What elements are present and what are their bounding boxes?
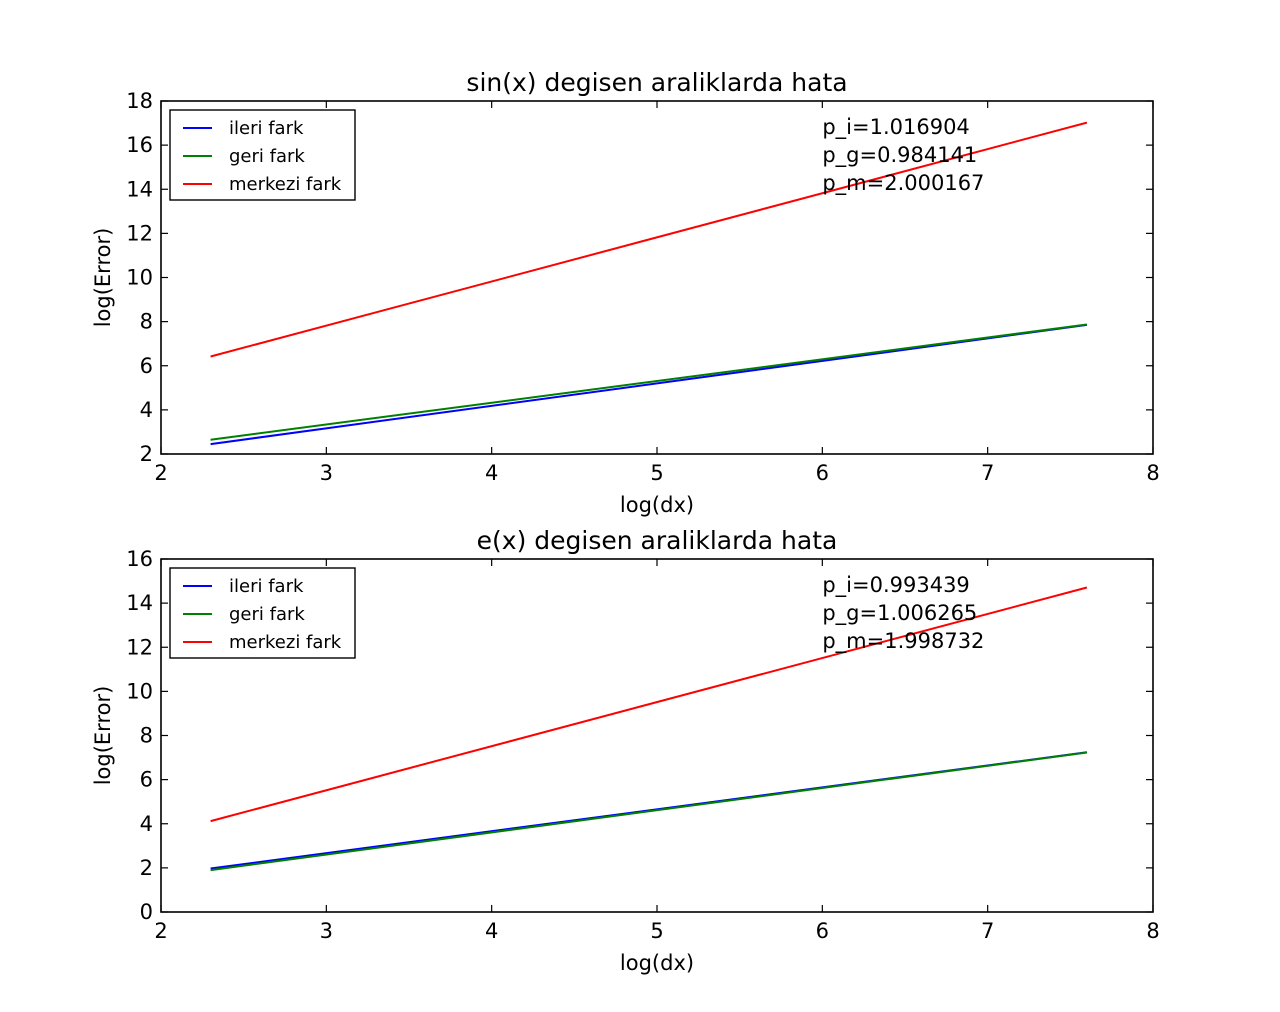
legend: ileri fark geri fark merkezi fark (169, 109, 356, 201)
y-tick-label: 16 (126, 133, 153, 157)
y-tick-label: 6 (140, 354, 153, 378)
annotation-text: p_g=1.006265 (822, 601, 977, 626)
y-tick-label: 12 (126, 221, 153, 245)
y-tick-label: 10 (126, 679, 153, 703)
y-tick-label: 2 (140, 856, 153, 880)
x-tick-label: 2 (154, 919, 167, 943)
y-tick-label: 12 (126, 635, 153, 659)
chart-title: sin(x) degisen araliklarda hata (466, 68, 847, 97)
y-tick-label: 2 (140, 442, 153, 466)
legend: ileri fark geri fark merkezi fark (169, 567, 356, 659)
x-tick-label: 5 (650, 919, 663, 943)
y-tick-label: 4 (140, 812, 153, 836)
y-tick-label: 6 (140, 768, 153, 792)
x-tick-label: 4 (485, 461, 498, 485)
legend-label: ileri fark (229, 118, 304, 139)
x-tick-label: 3 (320, 919, 333, 943)
x-tick-label: 5 (650, 461, 663, 485)
legend-label: geri fark (229, 146, 305, 167)
series-line-geri-fark (210, 751, 1088, 872)
x-tick-label: 4 (485, 919, 498, 943)
y-tick-label: 10 (126, 266, 153, 290)
chart-1: sin(x) degisen araliklarda hata 2 3 4 5 6 7 8 2 4… (91, 68, 1160, 517)
x-tick-label: 8 (1146, 919, 1159, 943)
x-tick-label: 8 (1146, 461, 1159, 485)
y-tick-label: 4 (140, 398, 153, 422)
x-tick-label: 7 (981, 461, 994, 485)
series-line-geri-fark (210, 323, 1088, 441)
y-tick-label: 18 (126, 89, 153, 113)
y-tick-label: 14 (126, 591, 153, 615)
series-line-merkezi-fark (210, 121, 1088, 358)
annotation-text: p_i=0.993439 (822, 573, 969, 598)
chart-title: e(x) degisen araliklarda hata (477, 526, 838, 555)
x-tick-label: 6 (816, 919, 829, 943)
x-tick-label: 2 (154, 461, 167, 485)
legend-label: ileri fark (229, 576, 304, 597)
series-line-ileri-fark (210, 323, 1088, 446)
y-tick-label: 14 (126, 177, 153, 201)
annotation-text: p_g=0.984141 (822, 143, 977, 168)
y-tick-label: 8 (140, 724, 153, 748)
legend-label: merkezi fark (229, 174, 342, 195)
x-axis-label: log(dx) (620, 951, 694, 975)
annotation-text: p_m=2.000167 (822, 171, 984, 196)
legend-label: merkezi fark (229, 632, 342, 653)
x-tick-label: 3 (320, 461, 333, 485)
y-tick-label: 0 (140, 900, 153, 924)
x-tick-label: 7 (981, 919, 994, 943)
y-axis-label: log(Error) (91, 686, 115, 786)
annotation-text: p_m=1.998732 (822, 629, 984, 654)
annotation-text: p_i=1.016904 (822, 115, 969, 140)
legend-label: geri fark (229, 604, 305, 625)
x-tick-label: 6 (816, 461, 829, 485)
series-line-merkezi-fark (210, 586, 1088, 823)
y-tick-label: 16 (126, 547, 153, 571)
x-axis-label: log(dx) (620, 493, 694, 517)
y-axis-label: log(Error) (91, 228, 115, 328)
y-tick-label: 8 (140, 310, 153, 334)
